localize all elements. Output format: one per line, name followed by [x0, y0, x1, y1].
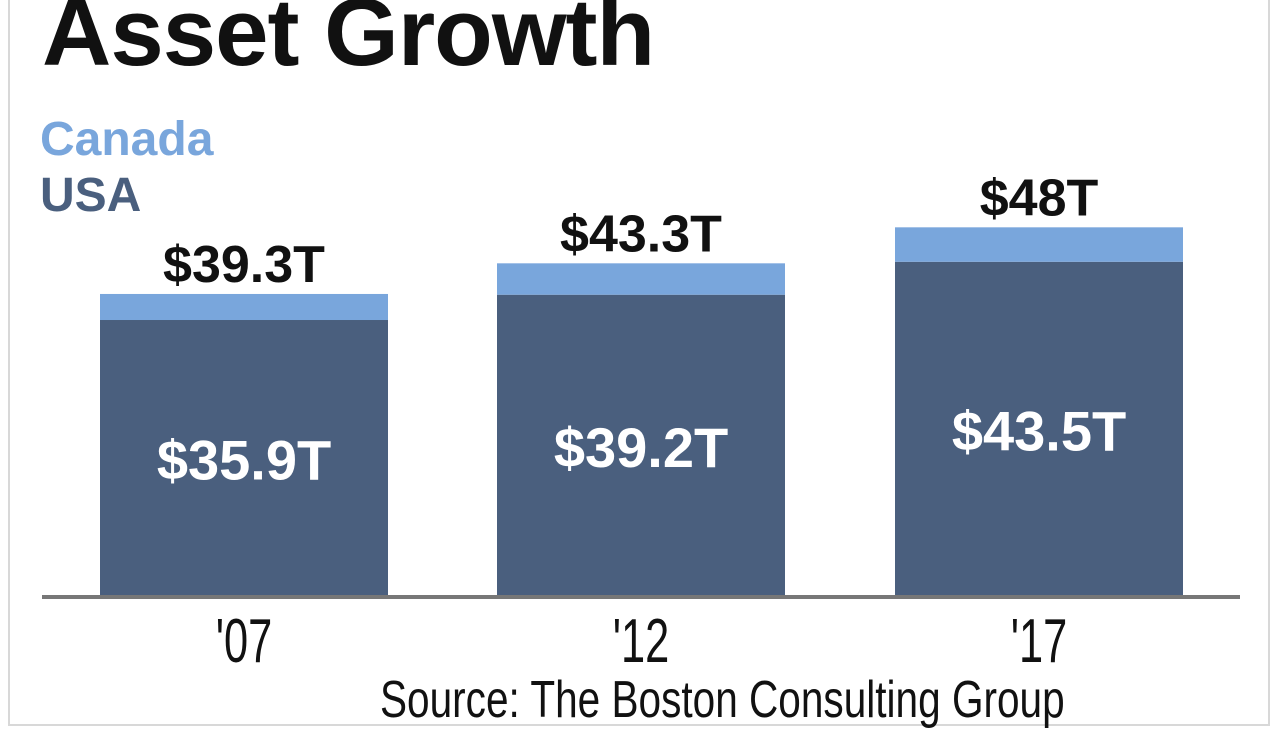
usa-value-label: $39.2T	[554, 416, 728, 479]
bar-canada-1	[497, 263, 785, 295]
x-tick-label: '07	[216, 608, 273, 676]
bar-canada-0	[100, 293, 388, 321]
bar-usa-0	[100, 320, 388, 595]
x-tick-label: '17	[1011, 608, 1068, 676]
legend-usa: USA	[40, 169, 142, 222]
total-value-label: $39.3T	[163, 236, 325, 294]
total-value-label: $48T	[980, 169, 1099, 227]
legend-canada: Canada	[40, 113, 214, 166]
bar-usa-1	[497, 294, 785, 595]
bar-usa-2	[895, 261, 1183, 595]
chart-title: Asset Growth	[42, 0, 655, 86]
x-tick-label: '12	[613, 608, 670, 676]
total-value-label: $43.3T	[560, 205, 722, 263]
usa-value-label: $35.9T	[157, 429, 331, 492]
source-note: Source: The Boston Consulting Group	[380, 671, 1065, 729]
usa-value-label: $43.5T	[952, 399, 1126, 462]
bar-canada-2	[895, 227, 1183, 262]
